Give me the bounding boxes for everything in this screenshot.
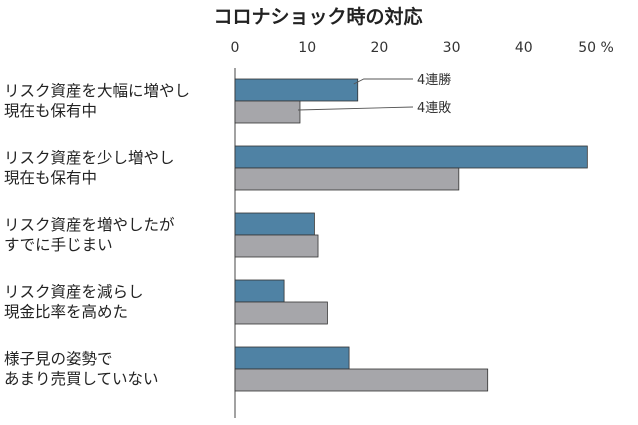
x-axis-ticks: 0 10 20 30 40 50 % <box>231 40 614 56</box>
legend-label-4連敗: 4連敗 <box>417 101 451 116</box>
category-label-4-line-1: あまり売買していない <box>4 370 159 388</box>
category-label-3-line-1: 現金比率を高めた <box>4 303 128 321</box>
bar-3-4連勝 <box>234 279 285 303</box>
bar-3-4連敗 <box>234 301 328 325</box>
bar-1-4連敗 <box>234 167 460 191</box>
bars <box>234 78 588 392</box>
bar-2-4連敗 <box>234 234 319 258</box>
bar-2-4連勝 <box>234 212 315 236</box>
x-tick-label-40: 40 <box>515 40 533 56</box>
category-label-0-line-0: リスク資産を大幅に増やし <box>4 82 190 100</box>
category-label-3-line-0: リスク資産を減らし <box>4 283 144 301</box>
bar-1-4連勝 <box>234 145 588 169</box>
category-label-1-line-0: リスク資産を少し増やし <box>4 149 175 167</box>
category-label-2-line-0: リスク資産を増やしたが <box>4 216 175 234</box>
legend: 4連勝 4連敗 <box>297 73 451 116</box>
legend-leader-4連敗 <box>297 106 414 111</box>
x-tick-label-0: 0 <box>231 40 240 56</box>
category-label-1-line-1: 現在も保有中 <box>4 169 97 187</box>
bar-4-4連敗 <box>234 368 489 392</box>
chart-title: コロナショック時の対応 <box>213 5 422 28</box>
bar-0-4連敗 <box>234 100 301 124</box>
x-tick-label-50: 50 % <box>578 40 614 56</box>
bar-0-4連勝 <box>234 78 359 102</box>
x-tick-label-30: 30 <box>443 40 461 56</box>
legend-label-4連勝: 4連勝 <box>417 73 451 88</box>
category-labels: リスク資産を大幅に増やし現在も保有中リスク資産を少し増やし現在も保有中リスク資産… <box>4 82 190 388</box>
category-label-2-line-1: すでに手じまい <box>4 236 113 254</box>
category-label-0-line-1: 現在も保有中 <box>4 102 97 120</box>
category-label-4-line-0: 様子見の姿勢で <box>4 350 113 368</box>
bar-4-4連勝 <box>234 346 350 370</box>
x-tick-label-20: 20 <box>370 40 388 56</box>
x-tick-label-10: 10 <box>298 40 316 56</box>
legend-leader-4連勝 <box>353 78 413 85</box>
